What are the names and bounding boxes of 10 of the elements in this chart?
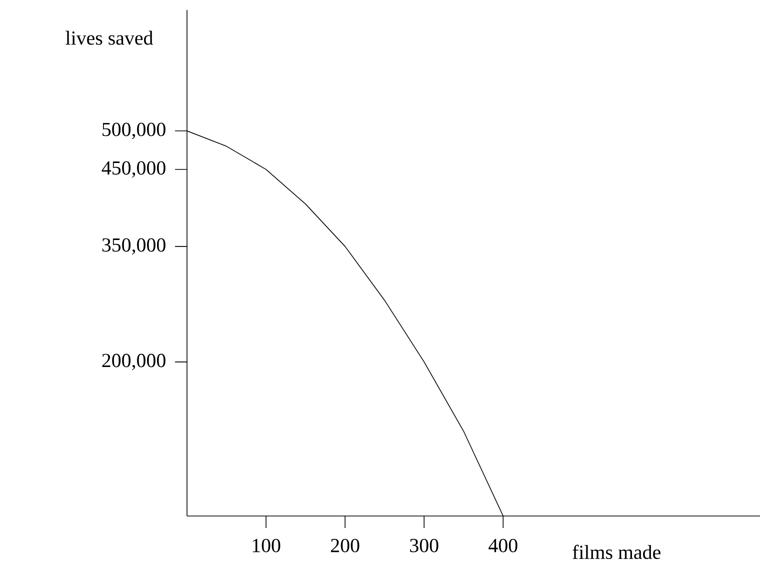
y-tick-label: 350,000 [102,238,166,255]
x-axis-title: films made [572,544,660,560]
y-tick-label: 450,000 [102,161,166,178]
x-tick-label: 400 [488,538,518,552]
x-tick-label: 100 [252,538,280,552]
x-tick-label: 200 [331,538,360,552]
x-tick-label: 300 [410,538,438,552]
y-axis-title: lives saved [66,30,154,45]
y-tick-label: 200,000 [102,354,166,370]
y-tick-label: 500,000 [102,122,166,140]
